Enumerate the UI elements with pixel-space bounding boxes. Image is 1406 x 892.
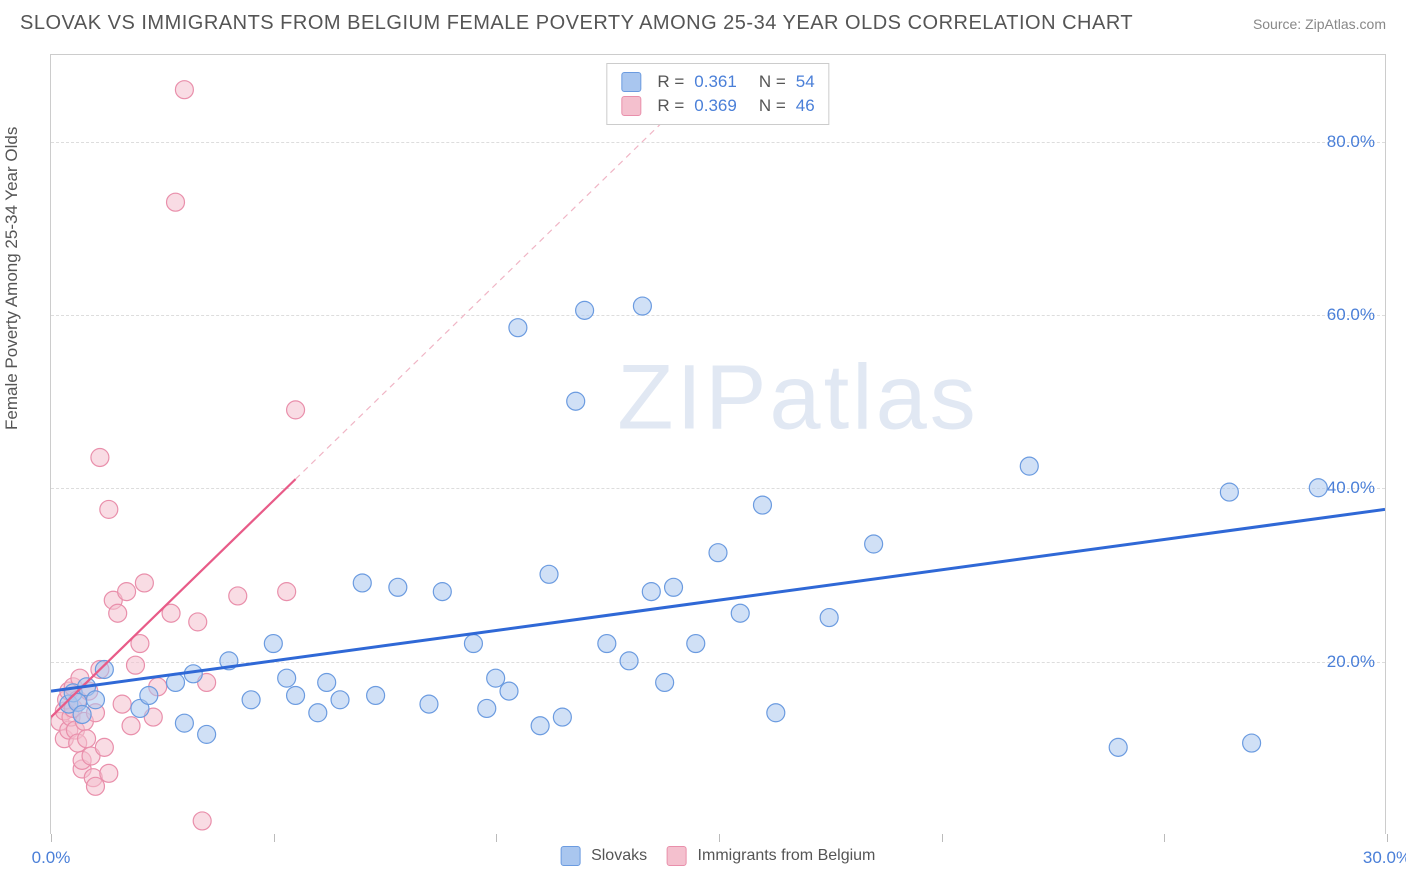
legend-item-belgium: Immigrants from Belgium bbox=[667, 846, 875, 866]
stats-legend-box: R = 0.361 N = 54 R = 0.369 N = 46 bbox=[606, 63, 829, 125]
chart-plot-area: ZIPatlas 20.0%40.0%60.0%80.0% 0.0%30.0% … bbox=[50, 54, 1386, 834]
x-tick-label: 30.0% bbox=[1363, 848, 1406, 868]
chart-header: SLOVAK VS IMMIGRANTS FROM BELGIUM FEMALE… bbox=[0, 0, 1406, 43]
stats-row-belgium: R = 0.369 N = 46 bbox=[621, 94, 814, 118]
swatch-belgium-icon bbox=[621, 96, 641, 116]
bottom-legend: Slovaks Immigrants from Belgium bbox=[561, 846, 876, 866]
r-label: R = bbox=[657, 72, 684, 92]
r-label: R = bbox=[657, 96, 684, 116]
swatch-belgium-icon bbox=[667, 846, 687, 866]
n-label: N = bbox=[759, 96, 786, 116]
r-value-belgium: 0.369 bbox=[694, 96, 737, 116]
swatch-slovaks-icon bbox=[561, 846, 581, 866]
scatter-svg bbox=[51, 55, 1385, 834]
legend-item-slovaks: Slovaks bbox=[561, 846, 647, 866]
source-label: Source: ZipAtlas.com bbox=[1253, 16, 1386, 32]
swatch-slovaks-icon bbox=[621, 72, 641, 92]
x-tick-label: 0.0% bbox=[32, 848, 71, 868]
stats-row-slovaks: R = 0.361 N = 54 bbox=[621, 70, 814, 94]
y-axis-label: Female Poverty Among 25-34 Year Olds bbox=[2, 127, 22, 430]
n-value-belgium: 46 bbox=[796, 96, 815, 116]
legend-label-belgium: Immigrants from Belgium bbox=[698, 847, 876, 864]
r-value-slovaks: 0.361 bbox=[694, 72, 737, 92]
n-label: N = bbox=[759, 72, 786, 92]
legend-label-slovaks: Slovaks bbox=[591, 847, 647, 864]
n-value-slovaks: 54 bbox=[796, 72, 815, 92]
chart-title: SLOVAK VS IMMIGRANTS FROM BELGIUM FEMALE… bbox=[20, 12, 1133, 35]
